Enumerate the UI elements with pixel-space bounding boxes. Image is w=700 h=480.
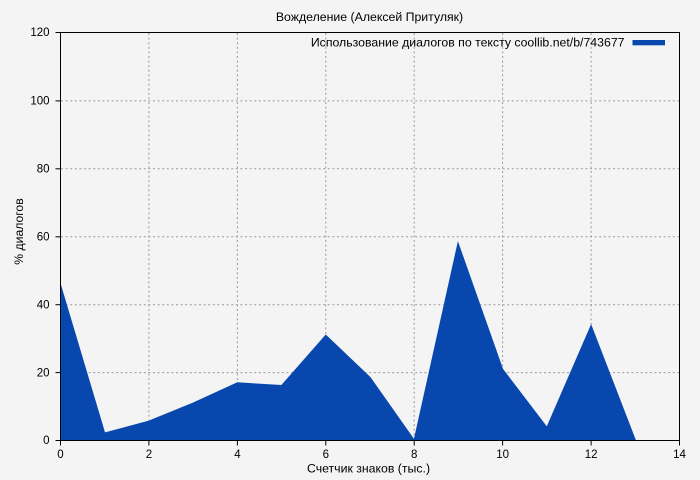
svg-text:100: 100 — [30, 96, 49, 108]
svg-text:% диалогов: % диалогов — [12, 198, 26, 264]
svg-text:Вожделение (Алексей Притуляк): Вожделение (Алексей Притуляк) — [276, 10, 463, 24]
svg-text:12: 12 — [585, 449, 598, 461]
svg-text:0: 0 — [43, 435, 49, 447]
svg-text:14: 14 — [673, 449, 686, 461]
svg-text:20: 20 — [37, 367, 50, 379]
svg-text:40: 40 — [37, 299, 50, 311]
svg-text:80: 80 — [37, 164, 50, 176]
svg-text:0: 0 — [57, 449, 63, 461]
svg-text:120: 120 — [30, 27, 49, 39]
svg-text:10: 10 — [496, 449, 509, 461]
svg-text:60: 60 — [37, 232, 50, 244]
svg-text:Использование диалогов по текс: Использование диалогов по тексту coollib… — [311, 36, 625, 50]
svg-text:8: 8 — [411, 449, 417, 461]
svg-text:2: 2 — [146, 449, 152, 461]
svg-text:4: 4 — [234, 449, 241, 461]
svg-text:Счетчик знаков (тыс.): Счетчик знаков (тыс.) — [307, 462, 430, 476]
svg-text:6: 6 — [323, 449, 329, 461]
